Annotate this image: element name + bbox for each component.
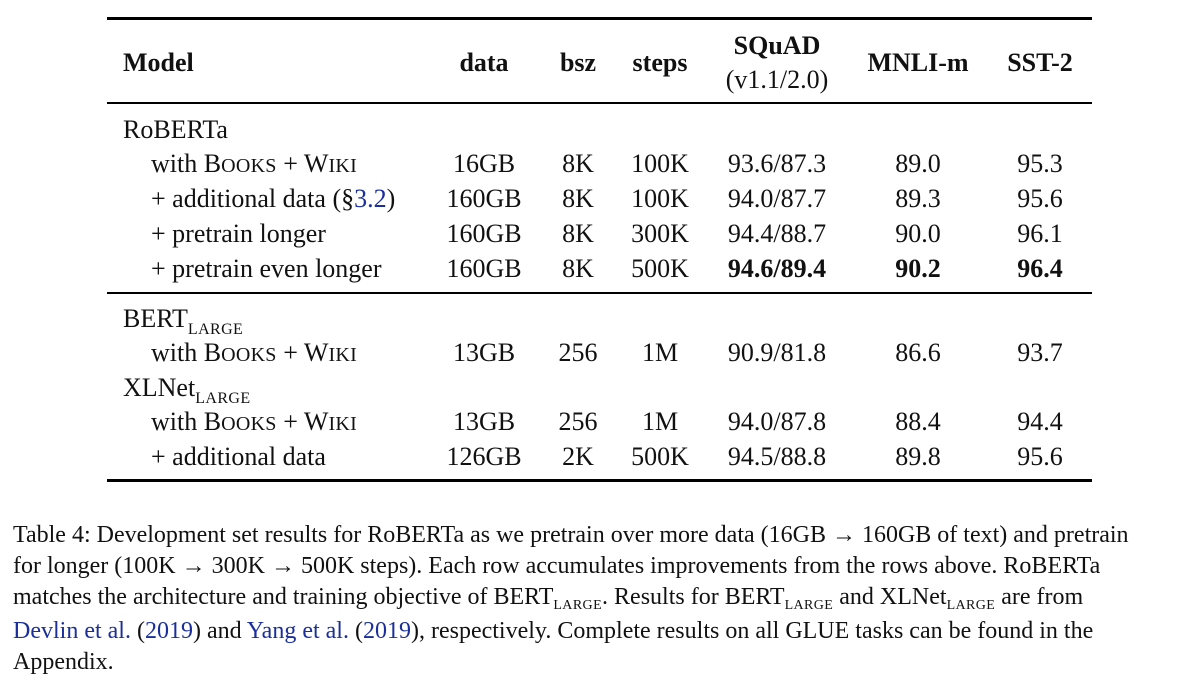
row-sst2: 95.6 [1017,442,1063,471]
row-data: 13GB [452,407,516,436]
section-ref-link[interactable]: 3.2 [354,184,387,213]
citation-link-devlin[interactable]: Devlin et al. [13,618,131,644]
row-sst2: 95.3 [1017,149,1063,178]
row-mnli: 88.4 [895,407,941,436]
row-steps: 1M [641,407,679,436]
row-squad: 93.6/87.3 [727,149,827,178]
row-sst2: 94.4 [1017,407,1063,436]
row-steps: 500K [631,254,689,283]
row-bsz: 2K [562,442,594,471]
header-rule [107,102,1092,104]
row-data: 126GB [446,442,522,471]
header-squad-sub: (v1.1/2.0) [725,65,829,94]
row-data: 16GB [452,149,516,178]
header-squad: SQuAD [733,31,821,60]
row-bsz: 8K [562,149,594,178]
row-sst2-best: 96.4 [1017,254,1063,283]
caption-line-1: Table 4: Development set results for RoB… [13,522,1129,548]
bottom-rule [107,479,1092,482]
citation-year-link[interactable]: 2019 [362,618,411,644]
row-squad: 94.4/88.7 [727,219,827,248]
row-steps: 1M [641,338,679,367]
row-squad: 94.5/88.8 [727,442,827,471]
row-label: with BOOKS + WIKI [151,149,358,178]
caption-line-5: Appendix. [13,649,114,675]
row-steps: 300K [631,219,689,248]
row-data: 13GB [452,338,516,367]
row-sst2: 93.7 [1017,338,1063,367]
header-mnli: MNLI-m [867,48,969,77]
row-mnli: 89.3 [895,184,941,213]
header-sst2: SST-2 [1007,48,1073,77]
row-label: with BOOKS + WIKI [151,407,358,436]
citation-year-link[interactable]: 2019 [144,618,193,644]
group-rule [107,292,1092,294]
row-label: + pretrain longer [151,219,326,248]
row-squad: 94.0/87.7 [727,184,827,213]
row-squad: 90.9/81.8 [727,338,827,367]
row-steps: 100K [631,184,689,213]
row-mnli: 90.0 [895,219,941,248]
top-rule [107,17,1092,20]
row-steps: 500K [631,442,689,471]
group-xlnet: XLNetLARGE [123,373,251,407]
row-squad-best: 94.6/89.4 [727,254,827,283]
row-bsz: 8K [562,219,594,248]
header-bsz: bsz [559,48,597,77]
row-bsz: 8K [562,254,594,283]
row-label: with BOOKS + WIKI [151,338,358,367]
row-mnli: 89.8 [895,442,941,471]
row-data: 160GB [446,184,522,213]
row-data: 160GB [446,254,522,283]
row-label: + additional data [151,442,326,471]
row-sst2: 96.1 [1017,219,1063,248]
header-data: data [459,48,509,77]
header-model: Model [123,48,194,77]
row-mnli-best: 90.2 [895,254,941,283]
citation-link-yang[interactable]: Yang et al. [246,618,349,644]
caption-line-3: matches the architecture and training ob… [13,584,1084,613]
group-roberta: RoBERTa [123,115,228,144]
table-caption: Table 4: Development set results for RoB… [13,520,1193,678]
row-bsz: 256 [558,407,598,436]
row-sst2: 95.6 [1017,184,1063,213]
row-steps: 100K [631,149,689,178]
caption-line-4: Devlin et al. (2019) and Yang et al. (20… [13,618,1094,644]
header-steps: steps [632,48,688,77]
row-mnli: 89.0 [895,149,941,178]
row-label: + pretrain even longer [151,254,382,283]
row-bsz: 8K [562,184,594,213]
caption-line-2: for longer (100K → 300K → 500K steps). E… [13,553,1101,579]
row-bsz: 256 [558,338,598,367]
row-mnli: 86.6 [895,338,941,367]
group-bert: BERTLARGE [123,304,244,338]
row-label: + additional data (§3.2) [151,184,396,213]
row-squad: 94.0/87.8 [727,407,827,436]
row-data: 160GB [446,219,522,248]
